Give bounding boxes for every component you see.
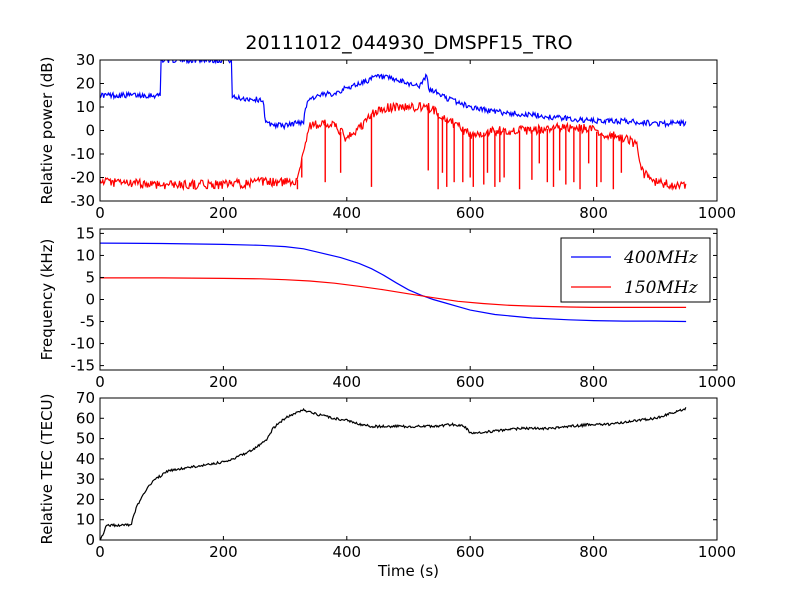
legend-label: 400MHz [623,248,699,268]
chart-title: 20111012_044930_DMSPF15_TRO [245,32,572,54]
y-tick-label: -20 [71,169,96,187]
x-tick-label: 600 [456,543,485,561]
y-tick-label: 30 [76,51,95,69]
y-tick-label: 15 [76,224,95,242]
x-tick-label: 0 [95,373,105,391]
y-tick-label: 70 [76,389,95,407]
legend-label: 150MHz [624,278,699,298]
x-tick-label: 200 [209,543,238,561]
x-tick-label: 800 [579,204,608,222]
x-tick-label: 600 [456,373,485,391]
y-tick-label: 20 [76,75,95,93]
x-axis-label: Time (s) [377,562,439,580]
y-tick-label: 0 [85,122,95,140]
x-tick-label: 400 [332,373,361,391]
y-tick-label: -5 [80,313,95,331]
y-tick-label: 0 [85,291,95,309]
y-tick-label: -30 [71,192,96,210]
tec-panel: 0 200 400 600 800 1000010203040506070Relative… [38,389,736,580]
x-tick-label: 0 [95,204,105,222]
x-tick-label: 1000 [698,543,736,561]
series-line-0 [100,242,687,323]
x-tick-label: 800 [579,543,608,561]
series-line-0 [100,407,687,540]
x-tick-label: 800 [579,373,608,391]
x-tick-label: 200 [209,204,238,222]
x-tick-label: 200 [209,373,238,391]
y-axis-label: Frequency (kHz) [38,239,56,361]
plot-frame [99,397,718,541]
x-tick-label: 0 [95,543,105,561]
y-tick-label: -15 [71,357,96,375]
y-tick-label: 10 [76,98,95,116]
y-tick-label: 20 [76,490,95,508]
legend: 400MHz 150MHz [560,237,711,303]
y-tick-label: 30 [76,470,95,488]
frequency-panel: 0 200 400 600 800 1000 -15 -10 -5 0 5 10 15 Frequency… [38,224,736,391]
y-tick-label: 50 [76,430,95,448]
y-tick-label: 0 [85,531,95,549]
y-tick-label: 40 [76,450,95,468]
y-tick-label: 5 [85,268,95,286]
y-axis-label: Relative TEC (TECU) [38,394,56,545]
power-panel: 0 200 400 600 800 1000 -30 -20 -10 0 10 20 30 Relativ… [38,51,736,222]
x-tick-label: 400 [332,204,361,222]
x-tick-label: 600 [456,204,485,222]
x-tick-label: 1000 [698,373,736,391]
y-tick-label: 10 [76,246,95,264]
series-line-1 [100,101,687,192]
y-tick-label: -10 [71,145,96,163]
series-line-1 [100,277,687,308]
y-tick-label: 10 [76,511,95,529]
series-line-0 [100,60,687,131]
y-tick-label: -10 [71,335,96,353]
x-tick-label: 1000 [698,204,736,222]
y-axis-label: Relative power (dB) [38,57,56,205]
y-tick-label: 60 [76,409,95,427]
x-tick-label: 400 [332,543,361,561]
